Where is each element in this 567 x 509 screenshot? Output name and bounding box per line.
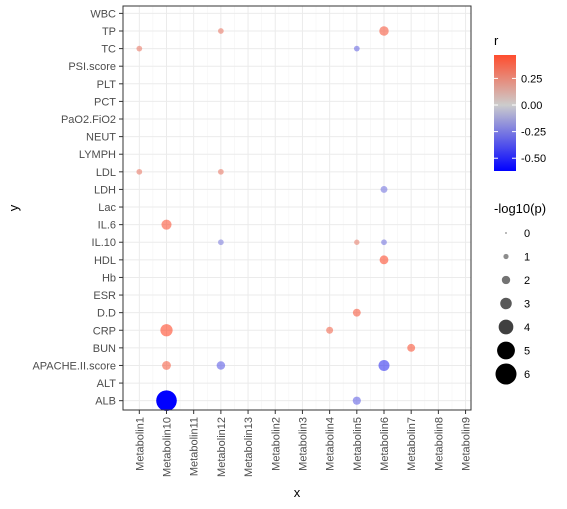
x-tick-label: Metabolin3 [297, 417, 309, 471]
data-point [156, 390, 177, 411]
data-point [379, 26, 389, 36]
size-legend-key [497, 341, 515, 360]
x-tick-label: Metabolin1 [134, 417, 146, 471]
data-point [352, 308, 361, 317]
x-axis-title: x [294, 485, 301, 500]
y-tick-label: IL.6 [98, 220, 116, 232]
data-point [352, 396, 361, 405]
data-point [218, 28, 224, 34]
color-legend: r 0.25 0.00 -0.25 -0.50 [494, 33, 546, 171]
data-points [136, 26, 416, 411]
grid-lines [123, 6, 471, 410]
size-legend-title: -log10(p) [494, 201, 546, 216]
y-tick-label: PSI.score [68, 61, 116, 73]
data-point [218, 168, 224, 175]
y-tick-label: D.D [97, 308, 116, 320]
x-tick-label: Metabolin13 [243, 417, 255, 477]
plot-border [122, 5, 472, 411]
size-legend-label: 3 [524, 299, 530, 311]
x-tick-label: Metabolin10 [162, 417, 174, 477]
data-point [381, 239, 387, 246]
panel-border-rect [122, 5, 472, 411]
y-tick-label: ALB [95, 396, 116, 408]
y-tick-label: Lac [98, 202, 116, 214]
data-point [162, 361, 171, 370]
y-tick-label: BUN [93, 343, 116, 355]
data-point [161, 219, 172, 230]
y-tick-label: LDL [96, 167, 116, 179]
data-point [380, 185, 388, 193]
y-tick-label: PCT [94, 96, 116, 108]
data-point [136, 45, 143, 52]
color-legend-title: r [494, 33, 499, 48]
size-legend-label: 0 [524, 228, 530, 240]
data-point [354, 239, 360, 245]
size-legend-label: 6 [524, 369, 530, 381]
size-legend-label: 2 [524, 275, 530, 287]
y-tick-label: CRP [93, 325, 116, 337]
y-tick-label: TP [102, 26, 116, 38]
x-tick-label: Metabolin4 [325, 417, 337, 471]
size-legend-key [495, 363, 517, 385]
y-tick-label: ALT [97, 378, 117, 390]
size-legend: -log10(p) 0 1 2 3 4 5 6 [494, 201, 546, 385]
data-point [378, 359, 390, 371]
size-legend-key [501, 275, 511, 285]
size-legend-key [500, 297, 512, 310]
x-axis: Metabolin1 Metabolin10 Metabolin11 Metaboli… [134, 410, 473, 477]
color-bar [494, 55, 516, 171]
y-tick-label: PLT [97, 79, 117, 91]
y-axis-title: y [6, 204, 21, 211]
color-legend-label: 0.00 [521, 100, 542, 112]
size-legend-label: 4 [524, 322, 530, 334]
y-tick-label: LYMPH [79, 149, 116, 161]
data-point [136, 168, 143, 175]
y-tick-label: LDH [94, 184, 116, 196]
size-legend-label: 1 [524, 252, 530, 264]
size-legend-key [504, 231, 508, 235]
y-axis: ALB ALT APACHE.II.score BUN CRP D.D ESR Hb HDL IL… [32, 8, 123, 408]
data-point [160, 324, 173, 337]
color-legend-label: 0.25 [521, 73, 542, 85]
size-legend-key [503, 253, 509, 260]
y-tick-label: PaO2.FiO2 [61, 114, 116, 126]
data-point [218, 239, 224, 246]
data-point [326, 326, 334, 334]
y-tick-label: TC [101, 44, 116, 56]
data-point [407, 343, 416, 352]
plot-panel [123, 6, 471, 410]
y-tick-label: HDL [94, 255, 116, 267]
y-tick-label: APACHE.II.score [32, 360, 116, 372]
x-tick-label: Metabolin9 [461, 417, 473, 471]
size-legend-key [498, 319, 514, 335]
data-point [353, 45, 360, 52]
y-tick-label: Hb [102, 272, 116, 284]
x-tick-label: Metabolin12 [216, 417, 228, 477]
panel-background [123, 6, 471, 410]
x-tick-label: Metabolin11 [189, 417, 201, 476]
x-tick-label: Metabolin6 [379, 417, 391, 471]
color-legend-label: -0.25 [521, 127, 546, 139]
y-tick-label: WBC [90, 8, 116, 20]
x-tick-label: Metabolin7 [406, 417, 418, 471]
data-point [379, 255, 389, 265]
y-tick-label: NEUT [86, 132, 116, 144]
y-tick-label: IL.10 [92, 237, 116, 249]
size-legend-label: 5 [524, 346, 530, 358]
x-tick-label: Metabolin5 [352, 417, 364, 471]
x-tick-label: Metabolin8 [433, 417, 445, 471]
x-tick-label: Metabolin2 [270, 417, 282, 471]
color-legend-label: -0.50 [521, 153, 546, 165]
y-tick-label: ESR [93, 290, 116, 302]
data-point [216, 361, 226, 370]
